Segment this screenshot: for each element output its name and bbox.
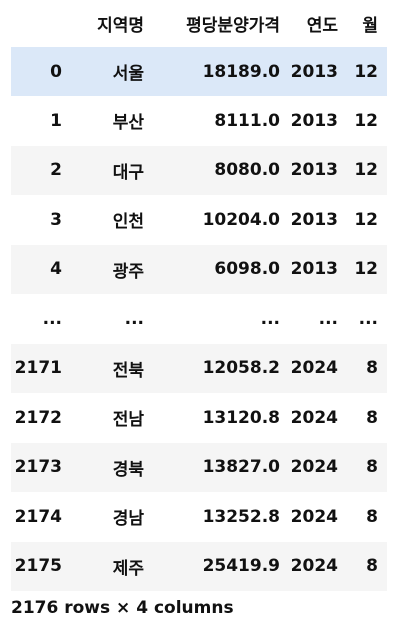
cell-region: 대구 <box>112 162 144 183</box>
cell-year: 2013 <box>290 160 338 181</box>
cell-month: 12 <box>354 160 378 181</box>
cell-region: 전북 <box>112 360 144 381</box>
row-index: 3 <box>50 209 62 230</box>
table-row[interactable]: 2171 전북 12058.2 2024 8 <box>11 343 387 393</box>
cell-price: 12058.2 <box>202 358 280 379</box>
cell-region: 서울 <box>112 64 144 84</box>
table-header: 지역명 평당분양가격 연도 월 <box>11 0 387 47</box>
cell-region: 부산 <box>112 113 144 134</box>
cell-price: 10204.0 <box>202 209 280 230</box>
cell-month: 8 <box>366 358 378 379</box>
header-row: 지역명 평당분양가격 연도 월 <box>11 0 387 47</box>
row-index: 2174 <box>14 506 62 527</box>
column-header-year: 연도 <box>289 0 347 47</box>
table-row[interactable]: 2172 전남 13120.8 2024 8 <box>11 393 387 443</box>
dataframe-table: 지역명 평당분양가격 연도 월 0 서울 18189.0 2013 12 1 부산 8111.… <box>11 0 387 591</box>
table-row[interactable]: 2174 경남 13252.8 2024 8 <box>11 492 387 542</box>
row-index: 0 <box>50 61 62 82</box>
table-row[interactable]: 3 인천 10204.0 2013 12 <box>11 195 387 245</box>
table-row[interactable]: 2175 제주 25419.9 2024 8 <box>11 541 387 591</box>
row-index: 1 <box>50 110 62 131</box>
cell-price: ... <box>260 308 280 329</box>
cell-month: 8 <box>366 457 378 478</box>
cell-price: 6098.0 <box>214 259 280 280</box>
cell-month: 8 <box>366 556 378 577</box>
cell-year: 2013 <box>290 110 338 131</box>
cell-year: 2024 <box>290 556 338 577</box>
column-header-region: 지역명 <box>71 0 153 47</box>
cell-price: 13120.8 <box>202 407 280 428</box>
cell-region: 전남 <box>112 410 144 431</box>
index-column-header <box>11 0 71 47</box>
cell-year: 2013 <box>290 209 338 230</box>
cell-price: 25419.9 <box>202 556 280 577</box>
table-row[interactable]: 2173 경북 13827.0 2024 8 <box>11 442 387 492</box>
cell-year: 2013 <box>290 259 338 280</box>
table-row[interactable]: 4 광주 6098.0 2013 12 <box>11 244 387 294</box>
column-header-month: 월 <box>347 0 387 47</box>
cell-price: 8080.0 <box>214 160 280 181</box>
row-index: 2171 <box>14 358 62 379</box>
row-index: ... <box>42 308 62 329</box>
cell-region: 경북 <box>112 459 144 480</box>
cell-region: 인천 <box>112 212 144 233</box>
cell-year: ... <box>318 308 338 329</box>
dataframe-output: 지역명 평당분양가격 연도 월 0 서울 18189.0 2013 12 1 부산 8111.… <box>11 0 387 591</box>
table-row[interactable]: ............... <box>11 294 387 344</box>
cell-price: 18189.0 <box>202 61 280 82</box>
cell-price: 13827.0 <box>202 457 280 478</box>
cell-month: 12 <box>354 209 378 230</box>
cell-region: 제주 <box>112 558 144 579</box>
table-body: 0 서울 18189.0 2013 12 1 부산 8111.0 2013 12 2 대구 8080.0… <box>11 46 387 591</box>
cell-price: 13252.8 <box>202 506 280 527</box>
table-row[interactable]: 2 대구 8080.0 2013 12 <box>11 145 387 195</box>
cell-month: 12 <box>354 61 378 82</box>
cell-month: 8 <box>366 506 378 527</box>
row-index: 2175 <box>14 556 62 577</box>
cell-year: 2013 <box>290 61 338 82</box>
row-index: 2173 <box>14 457 62 478</box>
cell-region: ... <box>124 308 144 329</box>
cell-price: 8111.0 <box>214 110 280 131</box>
cell-year: 2024 <box>290 457 338 478</box>
row-index: 2 <box>50 160 62 181</box>
row-index: 4 <box>50 259 62 280</box>
cell-month: 12 <box>354 259 378 280</box>
cell-month: 12 <box>354 110 378 131</box>
cell-month: ... <box>358 308 378 329</box>
dataframe-shape-info: 2176 rows × 4 columns <box>11 598 234 618</box>
cell-region: 경남 <box>112 509 144 530</box>
cell-month: 8 <box>366 407 378 428</box>
table-row[interactable]: 1 부산 8111.0 2013 12 <box>11 96 387 146</box>
row-index: 2172 <box>14 407 62 428</box>
cell-year: 2024 <box>290 506 338 527</box>
cell-region: 광주 <box>112 261 144 282</box>
column-header-price: 평당분양가격 <box>153 0 289 47</box>
table-row[interactable]: 0 서울 18189.0 2013 12 <box>11 46 387 96</box>
cell-year: 2024 <box>290 358 338 379</box>
cell-year: 2024 <box>290 407 338 428</box>
